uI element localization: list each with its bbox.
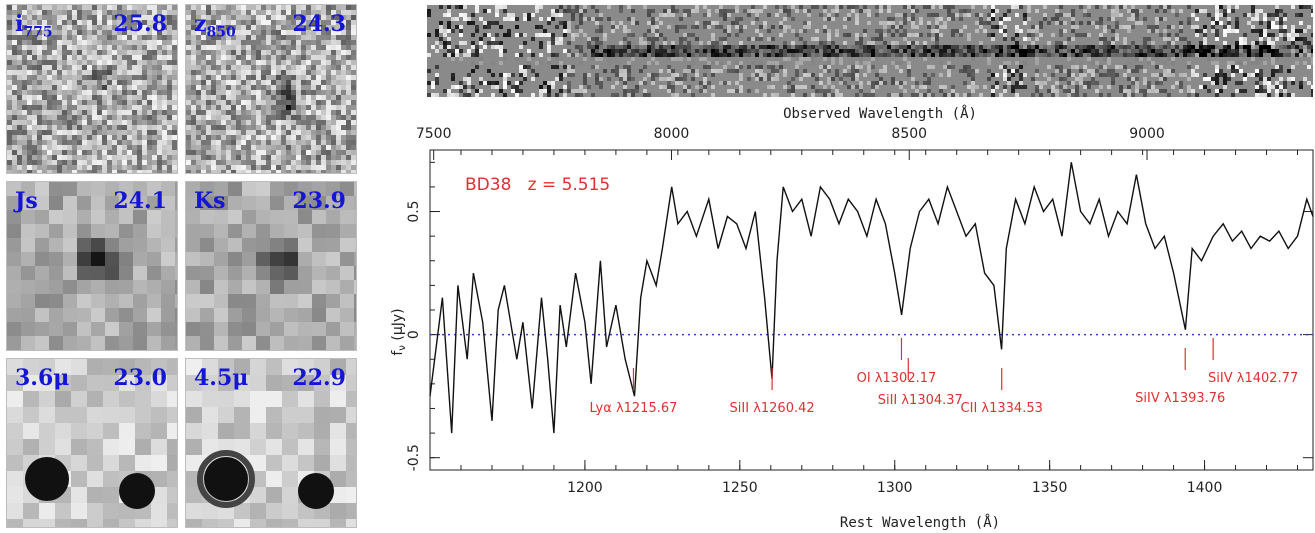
top-x-tick-label: 8500 <box>891 126 927 142</box>
y-axis-label: fν (μJy) <box>390 308 408 355</box>
y-tick-label: -0.5 <box>406 444 422 471</box>
magnitude-label: 25.8 <box>113 11 167 37</box>
magnitude-label: 23.0 <box>113 365 167 391</box>
cutout-ks-image <box>186 182 356 350</box>
line-annotation: OI λ1302.17 <box>857 371 937 386</box>
line-annotation: SiIV λ1393.76 <box>1135 391 1225 406</box>
observed-wavelength-label: Observed Wavelength (Å) <box>783 105 977 122</box>
cutout-z850: z850 24.3 <box>185 4 357 174</box>
line-annotation: Lyα λ1215.67 <box>590 401 678 416</box>
cutout-4.5micron-image <box>186 359 356 527</box>
band-label: i775 <box>15 11 53 41</box>
top-x-tick-label: 9000 <box>1129 126 1165 142</box>
x-axis-label: Rest Wavelength (Å) <box>840 514 1000 531</box>
cutout-js-image <box>7 182 177 350</box>
spectrum-line <box>429 162 1314 434</box>
cutout-3.6micron-image <box>7 359 177 527</box>
cutout-4.5micron: 4.5μ 22.9 <box>185 358 357 528</box>
line-annotation: SiII λ1260.42 <box>730 401 815 416</box>
band-label: 4.5μ <box>194 365 249 391</box>
x-tick-label: 1400 <box>1187 480 1223 496</box>
cutout-js: Js 24.1 <box>6 181 178 351</box>
top-x-tick-label: 7500 <box>416 126 452 142</box>
chart-title: BD38 z = 5.515 <box>465 175 610 195</box>
cutout-i775-image <box>7 5 177 173</box>
spectrum-plot: Observed Wavelength (Å) BD38 z = 5.515 R… <box>390 105 1314 531</box>
magnitude-label: 22.9 <box>292 365 346 391</box>
top-x-tick-label: 8000 <box>654 126 690 142</box>
y-tick-label: 0.5 <box>406 200 422 222</box>
magnitude-label: 24.1 <box>113 188 167 214</box>
cutout-z850-image <box>186 5 356 173</box>
x-tick-label: 1350 <box>1032 480 1068 496</box>
band-label: Js <box>15 188 38 214</box>
x-tick-label: 1300 <box>877 480 913 496</box>
line-annotation: SiII λ1304.37 <box>878 393 963 408</box>
magnitude-label: 24.3 <box>292 11 346 37</box>
y-tick-label: 0 <box>406 330 422 339</box>
cutout-i775: i775 25.8 <box>6 4 178 174</box>
x-tick-label: 1250 <box>722 480 758 496</box>
plot-frame <box>429 149 1314 471</box>
band-label: 3.6μ <box>15 365 70 391</box>
magnitude-label: 23.9 <box>292 188 346 214</box>
x-tick-label: 1200 <box>567 480 603 496</box>
2d-spectrum-strip <box>427 5 1313 97</box>
cutout-3.6micron: 3.6μ 23.0 <box>6 358 178 528</box>
line-annotation: SiIV λ1402.77 <box>1208 371 1298 386</box>
band-label: z850 <box>194 11 236 41</box>
line-annotation: CII λ1334.53 <box>961 401 1043 416</box>
band-label: Ks <box>194 188 226 214</box>
cutout-ks: Ks 23.9 <box>185 181 357 351</box>
